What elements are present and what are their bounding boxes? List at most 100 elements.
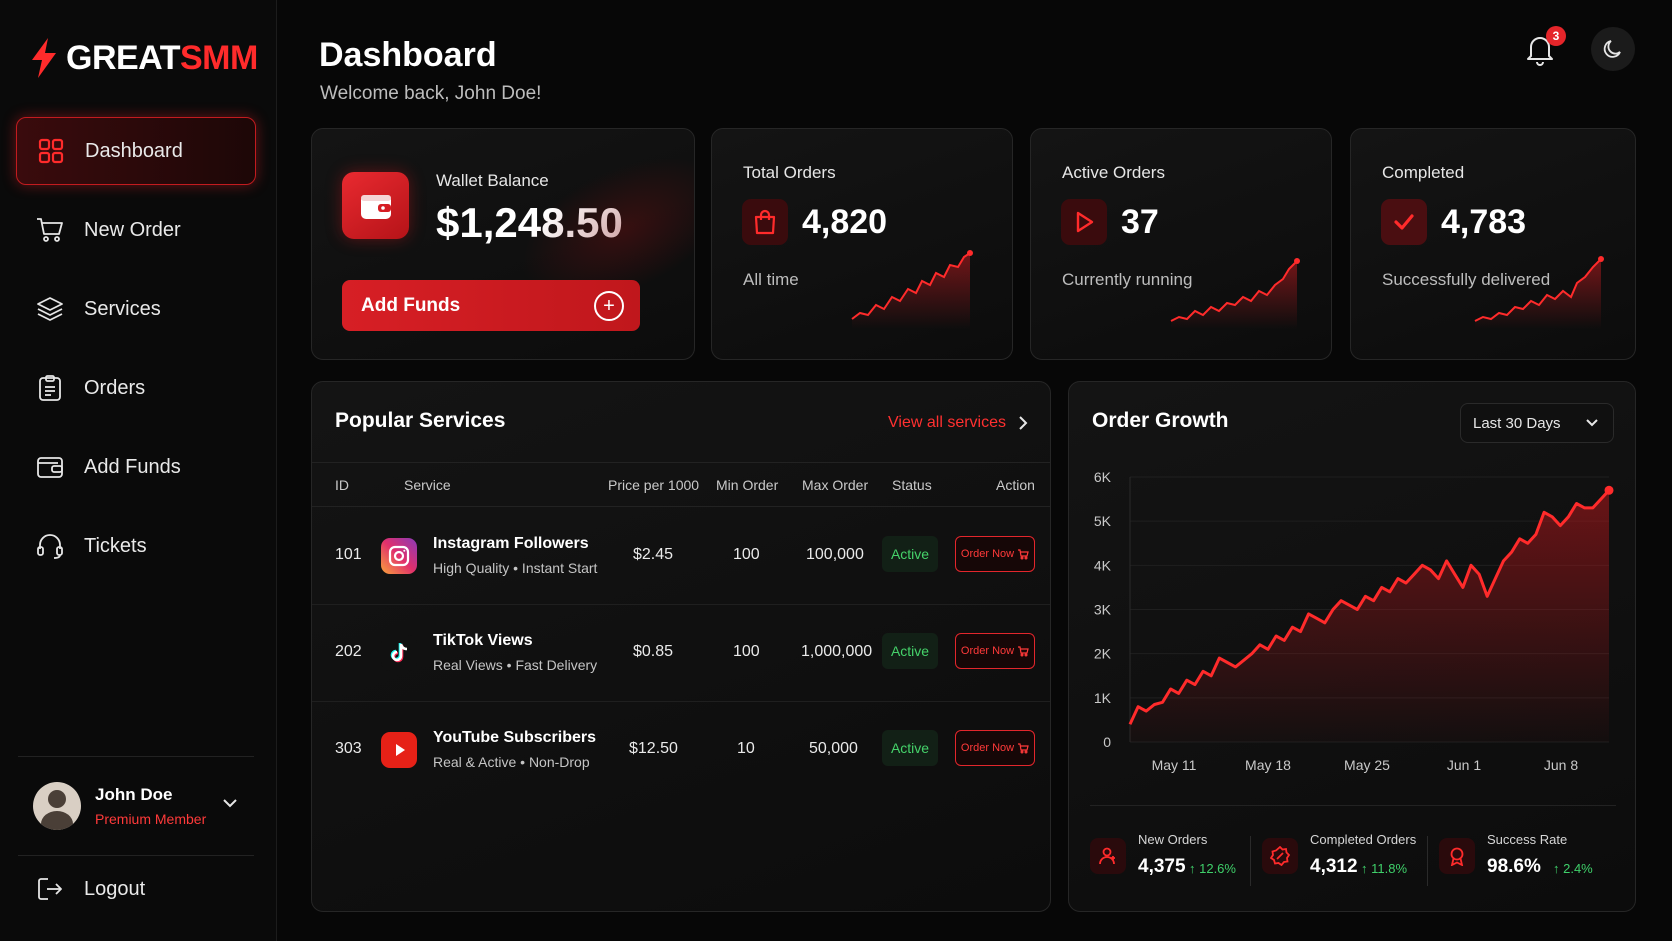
bag-icon xyxy=(742,199,788,245)
stat-subtitle: Currently running xyxy=(1062,270,1193,289)
brand-logo[interactable]: GREATSMM xyxy=(30,38,258,78)
grid-icon xyxy=(37,137,65,165)
table-header: ID Service Price per 1000 Min Order Max … xyxy=(312,462,1050,507)
bell-icon[interactable] xyxy=(1523,32,1557,66)
chart-series-line xyxy=(1128,489,1611,725)
add-funds-button[interactable]: Add Funds + xyxy=(342,280,640,331)
theme-toggle-button[interactable] xyxy=(1591,27,1635,71)
user-profile-card[interactable]: John Doe Premium Member xyxy=(18,756,254,856)
cart-icon xyxy=(36,216,64,244)
table-row: 202 TikTok Views Real Views • Fast Deliv… xyxy=(312,605,1050,702)
status-badge: Active xyxy=(882,633,938,669)
cart-icon xyxy=(1018,549,1029,560)
chevron-down-icon[interactable] xyxy=(222,797,238,809)
service-description: Real & Active • Non-Drop xyxy=(433,754,590,770)
avatar xyxy=(33,782,81,830)
wallet-balance-label: Wallet Balance xyxy=(436,171,549,190)
total-orders-card: Total Orders 4,820 All time xyxy=(711,128,1013,360)
kpi-label: Success Rate xyxy=(1487,832,1568,847)
panel-title: Popular Services xyxy=(335,409,506,432)
service-name: TikTok Views xyxy=(433,632,533,649)
order-now-button[interactable]: Order Now xyxy=(955,536,1035,572)
kpi-label: Completed Orders xyxy=(1310,832,1417,847)
service-description: Real Views • Fast Delivery xyxy=(433,657,598,673)
stat-subtitle: All time xyxy=(743,270,799,289)
notification-badge: 3 xyxy=(1546,26,1566,46)
service-max-order: 100,000 xyxy=(806,546,864,563)
brand-name: GREATSMM xyxy=(66,39,258,78)
logout-button[interactable]: Logout xyxy=(36,875,145,903)
service-price: $12.50 xyxy=(629,740,678,757)
sidebar-item-label: Add Funds xyxy=(84,455,181,478)
cart-icon xyxy=(1018,646,1029,657)
stat-title: Active Orders xyxy=(1062,163,1165,182)
plus-icon: + xyxy=(594,290,624,321)
sidebar-item-label: Services xyxy=(84,297,161,320)
stat-value: 37 xyxy=(1121,203,1159,241)
column-header: Min Order xyxy=(716,477,779,493)
page-title: Dashboard xyxy=(319,36,497,74)
service-min-order: 100 xyxy=(733,546,760,563)
y-tick-label: 4K xyxy=(1094,557,1112,573)
sidebar-item-label: New Order xyxy=(84,218,181,241)
user-role: Premium Member xyxy=(95,811,207,827)
user-name: John Doe xyxy=(95,785,173,804)
stat-title: Completed xyxy=(1382,163,1465,182)
order-now-button[interactable]: Order Now xyxy=(955,633,1035,669)
order-growth-panel: Order Growth Last 30 Days 0 1K 2K 3K 4K 5K 6K … xyxy=(1068,381,1636,912)
logout-icon xyxy=(38,878,62,900)
cart-icon xyxy=(1018,743,1029,754)
brand-name-part2: SMM xyxy=(179,38,258,77)
column-header: Price per 1000 xyxy=(608,477,700,493)
service-min-order: 10 xyxy=(737,740,755,757)
tiktok-icon xyxy=(381,635,417,671)
completed-card: Completed 4,783 Successfully delivered xyxy=(1350,128,1636,360)
service-price: $0.85 xyxy=(633,643,674,660)
panel-title: Order Growth xyxy=(1092,409,1229,432)
lightning-icon xyxy=(32,38,56,78)
table-row: 303 YouTube Subscribers Real & Active • … xyxy=(312,702,1050,799)
column-header: Service xyxy=(404,477,451,493)
order-now-label: Order Now xyxy=(960,742,1015,754)
service-name: YouTube Subscribers xyxy=(433,729,596,746)
sidebar-item-new-order[interactable]: New Order xyxy=(16,196,256,264)
clipboard-icon xyxy=(36,374,64,402)
headset-icon xyxy=(36,532,64,560)
chart-area-fill xyxy=(1130,490,1609,742)
column-header: Max Order xyxy=(802,477,869,493)
x-tick-label: May 25 xyxy=(1344,757,1390,773)
popular-services-panel: Popular Services View all services ID Se… xyxy=(311,381,1051,912)
service-id: 202 xyxy=(335,643,362,660)
logout-label: Logout xyxy=(84,877,146,900)
y-tick-label: 3K xyxy=(1094,602,1112,618)
y-tick-label: 2K xyxy=(1094,646,1112,662)
chevron-down-icon xyxy=(1586,419,1598,427)
sidebar-item-orders[interactable]: Orders xyxy=(16,354,256,422)
sidebar-item-add-funds[interactable]: Add Funds xyxy=(16,433,256,501)
service-max-order: 1,000,000 xyxy=(801,643,873,660)
kpi-divider xyxy=(1250,836,1251,886)
y-tick-label: 1K xyxy=(1094,690,1112,706)
play-icon xyxy=(1061,199,1107,245)
service-min-order: 100 xyxy=(733,643,760,660)
order-growth-chart: 0 1K 2K 3K 4K 5K 6K May 11 May 18 May 25 Jun 1 Jun… xyxy=(1094,469,1614,773)
kpi-value: 4,312 xyxy=(1310,856,1358,877)
sidebar-item-tickets[interactable]: Tickets xyxy=(16,512,256,580)
service-id: 101 xyxy=(335,546,362,563)
view-all-services-link[interactable]: View all services xyxy=(888,414,1028,432)
stat-title: Total Orders xyxy=(743,163,836,182)
sparkline-chart xyxy=(1474,256,1604,329)
y-tick-label: 0 xyxy=(1103,734,1111,750)
award-icon xyxy=(1439,838,1475,874)
sidebar: GREATSMM Dashboard New Order xyxy=(0,0,277,941)
order-now-button[interactable]: Order Now xyxy=(955,730,1035,766)
sidebar-item-dashboard[interactable]: Dashboard xyxy=(16,117,256,185)
sparkline-chart xyxy=(851,250,973,329)
date-range-select[interactable]: Last 30 Days xyxy=(1460,403,1614,443)
y-tick-label: 5K xyxy=(1094,513,1112,529)
service-name: Instagram Followers xyxy=(433,535,589,552)
active-orders-card: Active Orders 37 Currently running xyxy=(1030,128,1332,360)
wallet-card-icon xyxy=(342,172,409,239)
sidebar-item-services[interactable]: Services xyxy=(16,275,256,343)
view-all-label: View all services xyxy=(888,414,1006,431)
